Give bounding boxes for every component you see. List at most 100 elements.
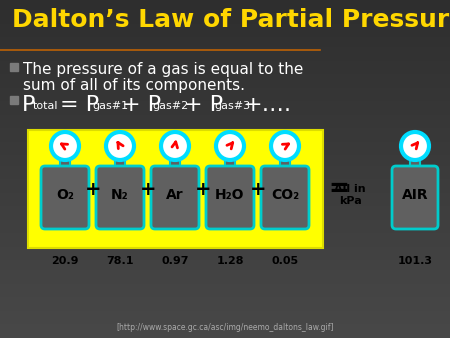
Bar — [0, 125, 450, 128]
Bar — [0, 155, 450, 159]
Bar — [0, 7, 450, 10]
Text: H₂O: H₂O — [215, 188, 245, 202]
Bar — [280, 160, 290, 170]
Bar — [0, 230, 450, 233]
Bar — [0, 162, 450, 166]
Bar — [0, 115, 450, 118]
Text: 1.28: 1.28 — [216, 256, 244, 266]
Bar — [0, 112, 450, 115]
Text: 20.9: 20.9 — [51, 256, 79, 266]
Text: P: P — [22, 95, 36, 115]
Bar — [0, 30, 450, 34]
Text: O₂: O₂ — [56, 188, 74, 202]
Bar — [0, 270, 450, 274]
Text: +: + — [195, 180, 211, 199]
Bar — [0, 220, 450, 223]
Bar — [0, 3, 450, 7]
Circle shape — [401, 132, 429, 160]
Bar — [0, 44, 450, 47]
Text: N₂: N₂ — [111, 188, 129, 202]
Bar — [0, 301, 450, 304]
Text: total: total — [33, 101, 59, 111]
Bar — [0, 294, 450, 297]
Bar — [0, 213, 450, 216]
Bar — [0, 172, 450, 176]
Bar — [0, 240, 450, 243]
Text: 78.1: 78.1 — [106, 256, 134, 266]
Bar — [10, 63, 18, 71]
Circle shape — [161, 132, 189, 160]
Bar — [0, 321, 450, 324]
Bar — [0, 284, 450, 287]
Text: Ar: Ar — [166, 188, 184, 202]
Text: 0.05: 0.05 — [271, 256, 298, 266]
Bar — [115, 160, 125, 170]
Text: [http://www.space.gc.ca/asc/img/neemo_daltons_law.gif]: [http://www.space.gc.ca/asc/img/neemo_da… — [116, 323, 334, 332]
Bar — [0, 0, 450, 3]
Bar — [0, 226, 450, 230]
FancyBboxPatch shape — [96, 166, 144, 229]
Bar — [170, 160, 180, 170]
Bar — [0, 199, 450, 203]
FancyBboxPatch shape — [392, 166, 438, 229]
Bar — [0, 139, 450, 142]
Bar — [0, 152, 450, 155]
Bar — [0, 166, 450, 169]
Bar — [0, 108, 450, 112]
FancyBboxPatch shape — [261, 166, 309, 229]
FancyBboxPatch shape — [206, 166, 254, 229]
Bar — [0, 179, 450, 183]
Text: + P: + P — [184, 95, 223, 115]
Bar — [0, 193, 450, 196]
Bar — [0, 233, 450, 237]
Bar — [0, 176, 450, 179]
Bar — [0, 10, 450, 14]
Bar — [0, 149, 450, 152]
Bar — [0, 81, 450, 84]
Bar — [0, 135, 450, 139]
Bar — [0, 183, 450, 186]
Bar — [0, 264, 450, 267]
Bar — [0, 169, 450, 172]
Bar — [225, 160, 235, 170]
Bar — [0, 287, 450, 291]
Bar — [0, 37, 450, 41]
Bar — [0, 335, 450, 338]
Text: 101.3: 101.3 — [397, 256, 432, 266]
Bar — [0, 118, 450, 122]
Bar — [10, 96, 18, 104]
Text: =: = — [328, 177, 349, 201]
Bar — [410, 160, 420, 170]
Circle shape — [106, 132, 134, 160]
Bar — [0, 145, 450, 149]
Bar — [0, 57, 450, 61]
Bar — [0, 186, 450, 189]
Bar — [0, 41, 450, 44]
Text: The pressure of a gas is equal to the: The pressure of a gas is equal to the — [23, 62, 303, 77]
Text: +: + — [85, 180, 101, 199]
Bar — [0, 91, 450, 95]
Bar — [0, 14, 450, 17]
Text: +….: +…. — [244, 95, 292, 115]
Text: CO₂: CO₂ — [271, 188, 299, 202]
Bar — [0, 51, 450, 54]
Bar — [0, 243, 450, 247]
Bar — [0, 237, 450, 240]
Bar — [0, 189, 450, 193]
Bar — [0, 20, 450, 24]
FancyBboxPatch shape — [28, 130, 323, 248]
Bar — [0, 74, 450, 78]
Text: = P: = P — [60, 95, 99, 115]
Bar — [0, 314, 450, 318]
Bar — [0, 71, 450, 74]
Bar — [0, 84, 450, 88]
Bar — [0, 260, 450, 264]
Bar — [0, 206, 450, 210]
Bar — [0, 47, 450, 51]
Bar — [0, 78, 450, 81]
FancyBboxPatch shape — [151, 166, 199, 229]
Bar — [0, 304, 450, 308]
Circle shape — [51, 132, 79, 160]
Text: Dalton’s Law of Partial Pressures: Dalton’s Law of Partial Pressures — [12, 8, 450, 32]
Bar — [0, 328, 450, 331]
